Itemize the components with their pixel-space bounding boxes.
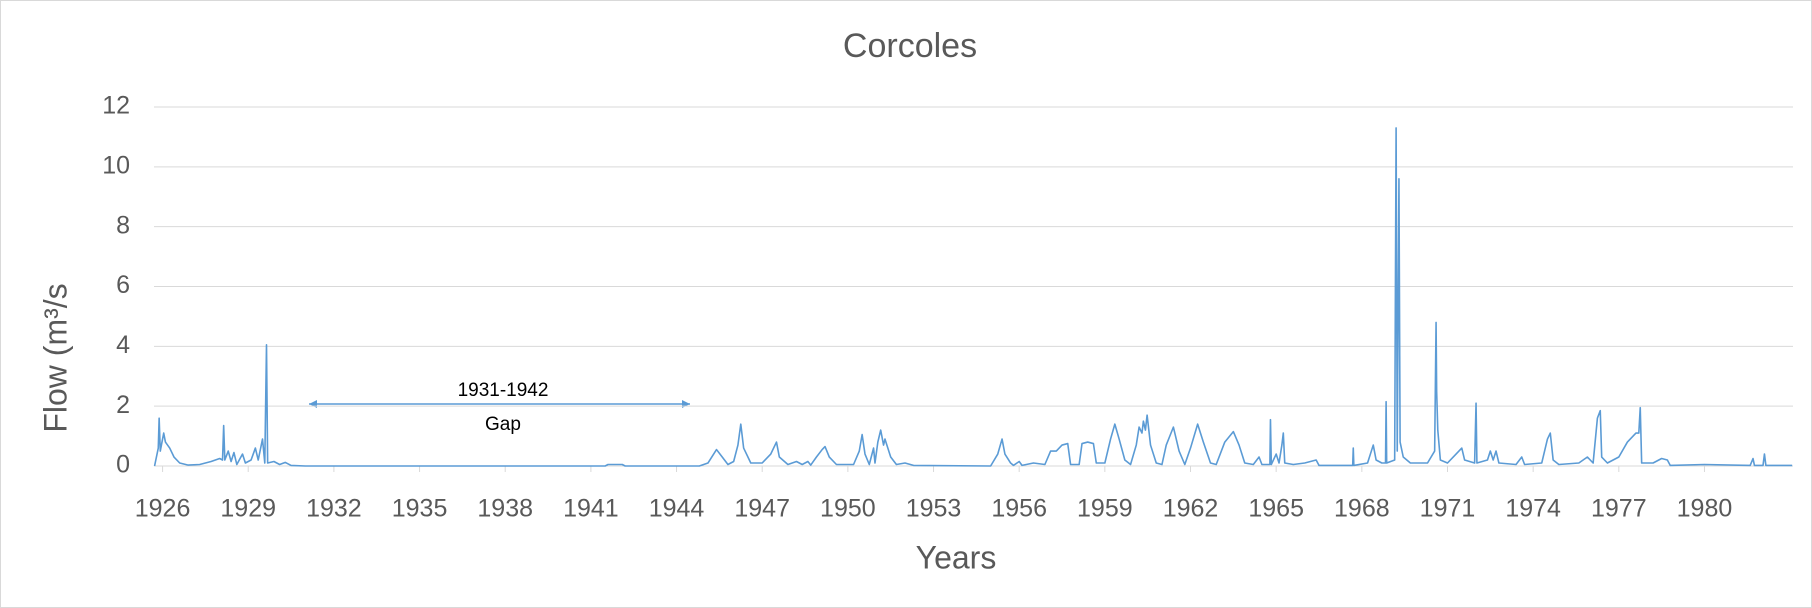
y-tick-label: 0 xyxy=(116,451,130,479)
x-tick-label: 1947 xyxy=(734,495,790,523)
x-tick-label: 1968 xyxy=(1334,495,1390,523)
x-tick-label: 1962 xyxy=(1163,495,1219,523)
gap-annotation: 1931-1942 Gap xyxy=(309,380,690,435)
flow-line xyxy=(153,127,1793,467)
x-tick-label: 1926 xyxy=(135,495,191,523)
y-tick-label: 2 xyxy=(116,391,130,419)
x-tick-label: 1956 xyxy=(991,495,1047,523)
y-tick-label: 10 xyxy=(102,151,130,179)
annotation-gap: Gap xyxy=(485,414,521,435)
x-tick-label: 1974 xyxy=(1505,495,1561,523)
x-tick-label: 1980 xyxy=(1677,495,1733,523)
y-tick-label: 8 xyxy=(116,211,130,239)
x-tick-label: 1950 xyxy=(820,495,876,523)
x-tick-label: 1941 xyxy=(563,495,619,523)
y-axis-title: Flow (m³/s xyxy=(37,283,73,432)
chart-title: Corcoles xyxy=(843,27,977,65)
x-tick-label: 1932 xyxy=(306,495,362,523)
y-tick-label: 12 xyxy=(102,92,130,120)
x-axis-title: Years xyxy=(916,539,997,575)
y-tick-label: 4 xyxy=(116,331,130,359)
x-tick-label: 1929 xyxy=(220,495,276,523)
x-tick-label: 1965 xyxy=(1248,495,1304,523)
x-tick-label: 1959 xyxy=(1077,495,1133,523)
x-tick-label: 1953 xyxy=(906,495,962,523)
annotation-range: 1931-1942 xyxy=(458,380,549,401)
x-tick-label: 1938 xyxy=(477,495,533,523)
x-tick-label: 1944 xyxy=(649,495,705,523)
x-tick-label: 1971 xyxy=(1420,495,1476,523)
x-tick-label: 1935 xyxy=(392,495,448,523)
y-tick-label: 6 xyxy=(116,271,130,299)
x-tick-label: 1977 xyxy=(1591,495,1647,523)
